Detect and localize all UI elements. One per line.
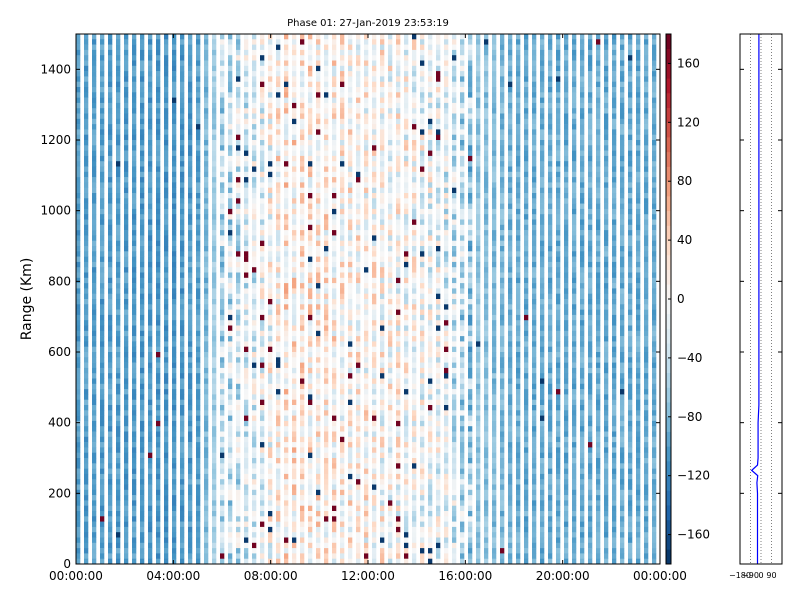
colorbar-segment [666, 475, 671, 491]
colorbar-segment [666, 534, 671, 550]
profile-x-tick-label: −90 [742, 571, 759, 580]
colorbar-segment [666, 299, 671, 315]
colorbar-segment [666, 343, 671, 359]
colorbar-tick-label: 160 [677, 56, 700, 70]
y-tick-label: 0 [63, 557, 71, 571]
x-tick-label: 16:00:00 [438, 569, 492, 583]
y-tick-label: 1400 [40, 62, 71, 76]
colorbar-segment [666, 402, 671, 418]
range-profile-line [750, 34, 760, 564]
y-tick-label: 1000 [40, 204, 71, 218]
x-tick-label: 12:00:00 [341, 569, 395, 583]
colorbar-segment [666, 254, 671, 270]
colorbar-tick-label: 120 [677, 115, 700, 129]
range-profile-panel: −180−90 0 90 [729, 34, 782, 580]
x-tick-label: 08:00:00 [244, 569, 298, 583]
y-axis-ticks: 0 200 400 600 800 1000 1200 1400 [40, 62, 660, 571]
colorbar-segment [666, 195, 671, 212]
colorbar-segment [666, 166, 671, 182]
colorbar-segment [666, 328, 671, 344]
profile-x-tick-label: −180 [729, 571, 751, 580]
range-profile-frame [739, 33, 783, 565]
heatmap-cells [76, 34, 660, 565]
colorbar-segment [666, 387, 671, 403]
y-tick-label: 600 [48, 345, 71, 359]
colorbar-frame [665, 33, 672, 565]
colorbar-segment [666, 431, 671, 447]
y-tick-label: 200 [48, 486, 71, 500]
x-tick-label: 00:00:00 [49, 569, 103, 583]
colorbar-segment [666, 48, 671, 64]
colorbar-segment [666, 519, 671, 535]
colorbar-segment [666, 269, 671, 285]
colorbar-tick-label: −160 [677, 528, 710, 542]
colorbar-tick-label: 80 [677, 174, 692, 188]
colorbar-segment [666, 92, 671, 109]
x-tick-label: 00:00:00 [633, 569, 687, 583]
colorbar-segment [666, 357, 671, 374]
colorbar-segment [666, 460, 671, 477]
colorbar-ticks: 160 120 80 40 0 −40 −80 −120 −160 [668, 56, 710, 542]
colorbar-segment [666, 446, 671, 462]
chart-title: Phase 01: 27-Jan-2019 23:53:19 [287, 18, 449, 29]
colorbar-segment [666, 63, 671, 79]
colorbar-tick-label: −80 [677, 410, 702, 424]
y-tick-label: 400 [48, 416, 71, 430]
colorbar-segment [666, 416, 671, 432]
y-axis-label: Range (Km) [19, 258, 35, 341]
colorbar-segment [666, 122, 671, 138]
colorbar-segment [666, 34, 671, 50]
colorbar-segment [666, 490, 671, 506]
colorbar-segment [666, 505, 671, 521]
colorbar-segment [666, 284, 671, 300]
y-tick-label: 800 [48, 274, 71, 288]
x-tick-label: 20:00:00 [536, 569, 590, 583]
colorbar-segment [666, 240, 671, 256]
colorbar-segment [666, 313, 671, 329]
colorbar-tick-label: 40 [677, 233, 692, 247]
colorbar-segment [666, 137, 671, 153]
colorbar-segment [666, 151, 671, 167]
colorbar-segment [666, 210, 671, 226]
colorbar-tick-label: −120 [677, 469, 710, 483]
colorbar-segment [666, 78, 671, 94]
colorbar-segment [666, 181, 671, 197]
colorbar-tick-label: 0 [677, 292, 685, 306]
profile-x-tick-label: 90 [766, 571, 776, 580]
colorbar-tick-label: −40 [677, 351, 702, 365]
x-axis-ticks: 00:00:00 04:00:00 08:00:00 12:00:00 16:00:00… [49, 34, 687, 583]
x-tick-label: 04:00:00 [146, 569, 200, 583]
colorbar-segment [666, 372, 671, 388]
colorbar-segment [666, 225, 671, 241]
y-tick-label: 1200 [40, 133, 71, 147]
colorbar-segment [666, 107, 671, 123]
colorbar-segment [666, 549, 671, 565]
profile-x-tick-label: 0 [758, 571, 763, 580]
colorbar [666, 34, 671, 565]
